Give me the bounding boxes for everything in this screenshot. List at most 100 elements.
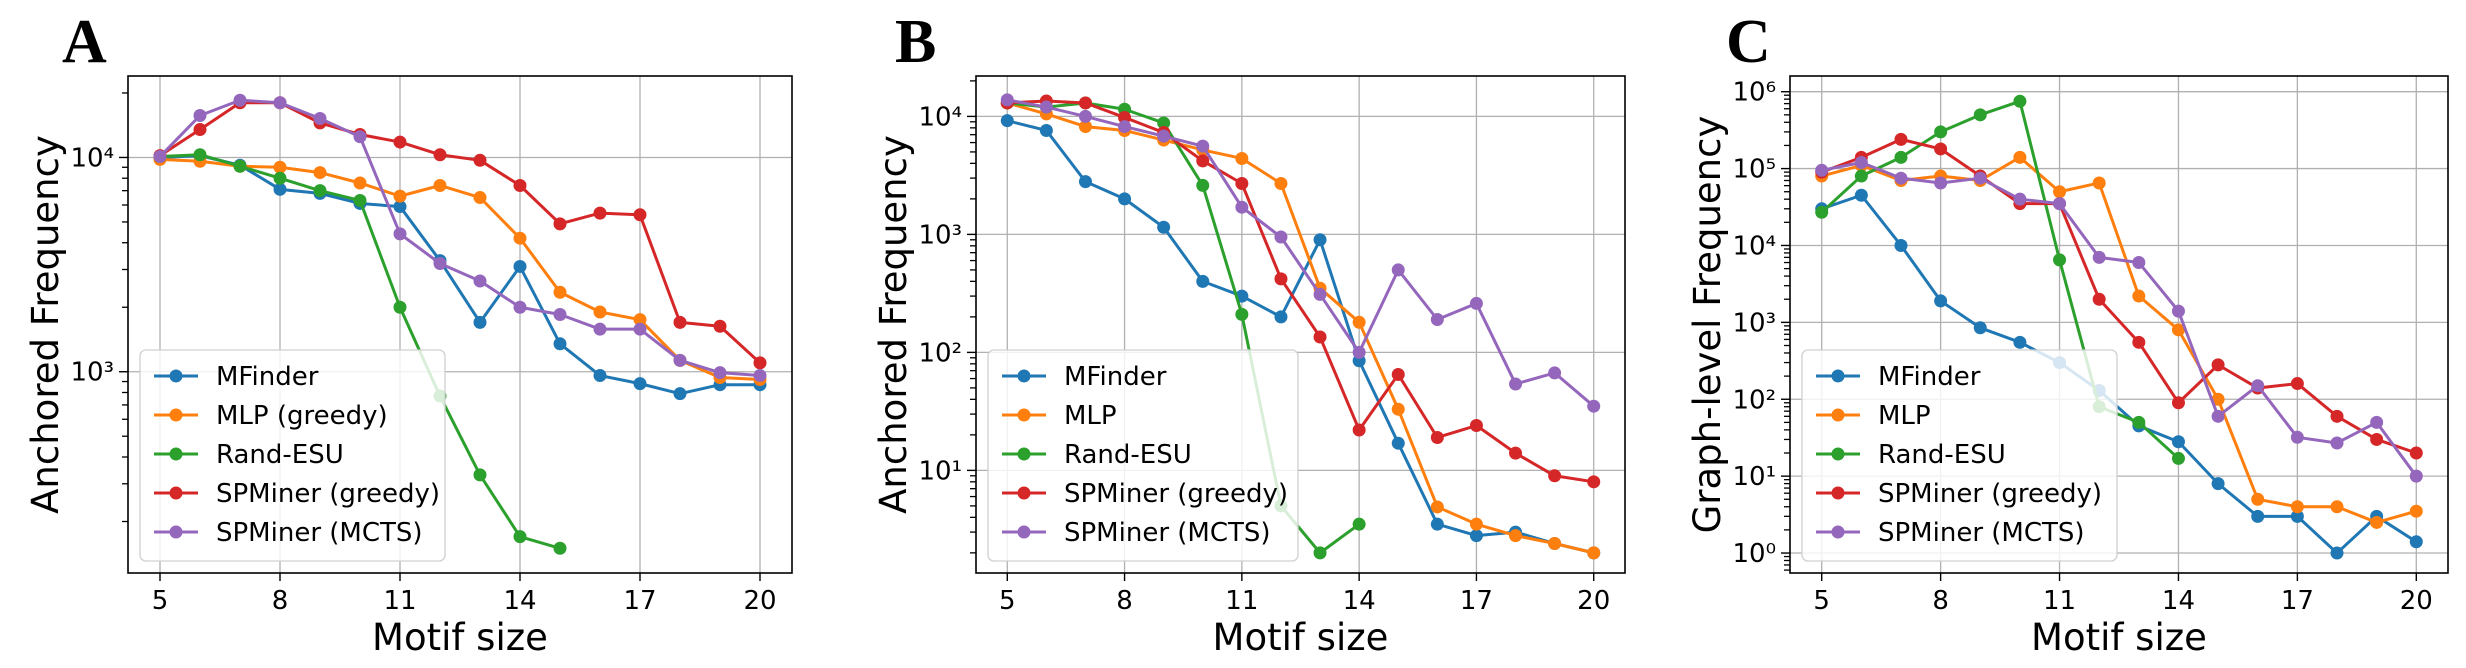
data-point	[673, 387, 687, 401]
axes-frame	[1789, 75, 2449, 574]
data-point	[1973, 171, 1987, 185]
data-point	[2171, 396, 2185, 410]
data-point	[273, 171, 287, 185]
data-point	[1854, 155, 1868, 169]
data-point	[313, 184, 327, 198]
data-point	[1157, 220, 1171, 234]
data-point	[393, 227, 407, 241]
data-point	[2330, 436, 2344, 450]
data-point	[2211, 392, 2225, 406]
data-point	[1352, 315, 1366, 329]
x-tick-label: 11	[383, 586, 416, 616]
data-point	[273, 160, 287, 174]
legend-swatch-marker	[1831, 447, 1845, 461]
chart-panel-C: C 5 8 11 14 17 20 10⁰ 10¹ 10² 10³ 10⁴ 10⁵ 10⁶ Motif si…	[1686, 8, 2449, 659]
data-point	[1509, 377, 1523, 391]
data-point	[1078, 96, 1092, 110]
data-point	[1934, 294, 1948, 308]
y-tick-label: 10²	[918, 338, 962, 368]
data-point	[2171, 451, 2185, 465]
y-tick-label: 10⁴	[1732, 231, 1776, 261]
legend-item: MFinder	[1816, 362, 1981, 392]
series-line-spminer-greedy	[159, 101, 762, 364]
data-point	[1118, 110, 1132, 124]
data-point	[2132, 415, 2146, 429]
panel-letter: B	[895, 8, 936, 76]
data-point	[2251, 379, 2265, 393]
data-point	[1430, 517, 1444, 531]
data-point	[1352, 423, 1366, 437]
data-point	[193, 123, 207, 137]
data-point	[1973, 108, 1987, 122]
x-tick-label: 20	[2400, 586, 2433, 616]
data-point	[2251, 492, 2265, 506]
series-line-spminer-mcts	[158, 98, 761, 378]
x-tick-label: 17	[2281, 586, 2314, 616]
series-line-mfinder	[159, 154, 760, 396]
data-point	[353, 176, 367, 190]
data-point	[1078, 109, 1092, 123]
y-axis-label: Anchored Frequency	[24, 135, 67, 514]
x-axis-label: Motif size	[1213, 616, 1389, 659]
y-tick-label: 10²	[1732, 385, 1776, 415]
legend-swatch-marker	[1017, 525, 1031, 539]
data-point	[1118, 120, 1132, 134]
data-point	[513, 259, 527, 273]
y-tick-label: 10¹	[1732, 462, 1776, 492]
data-point	[313, 166, 327, 180]
data-point	[1196, 178, 1210, 192]
y-tick-label: 10⁵	[1732, 155, 1776, 185]
x-tick-label: 5	[999, 586, 1016, 616]
series-line-mlp-greedy	[159, 157, 761, 381]
data-point	[473, 315, 487, 329]
x-tick-label: 17	[623, 586, 656, 616]
legend-item: SPMiner (greedy)	[1816, 479, 2102, 509]
data-point	[1235, 307, 1249, 321]
data-point	[273, 182, 287, 196]
data-point	[1854, 188, 1868, 202]
data-point	[1509, 446, 1523, 460]
data-point	[1352, 517, 1366, 531]
data-point	[2132, 289, 2146, 303]
data-point	[1815, 205, 1829, 219]
legend-label: MFinder	[216, 362, 319, 392]
y-tick-label: 10⁴	[70, 143, 114, 173]
data-point	[1469, 296, 1483, 310]
legend-label: MFinder	[1878, 362, 1981, 392]
data-point	[2013, 192, 2027, 206]
legend-box	[1801, 349, 2118, 562]
legend-item: Rand-ESU	[1002, 440, 1192, 470]
data-point	[633, 377, 647, 391]
data-point	[2132, 335, 2146, 349]
data-point	[513, 530, 527, 544]
data-point	[233, 93, 247, 107]
legend-item: MFinder	[154, 362, 319, 392]
data-point	[1039, 123, 1053, 137]
data-point	[553, 541, 567, 555]
data-point	[2171, 435, 2185, 449]
data-point	[1509, 529, 1523, 543]
x-tick-label: 11	[2043, 586, 2076, 616]
y-axis-label: Anchored Frequency	[872, 135, 915, 514]
legend-label: SPMiner (greedy)	[216, 479, 440, 509]
data-point	[1391, 402, 1405, 416]
legend-swatch-marker	[1017, 447, 1031, 461]
legend-item: Rand-ESU	[1816, 440, 2006, 470]
series-line-spminer-greedy	[1007, 99, 1594, 484]
data-point	[1587, 475, 1601, 489]
data-point	[393, 200, 407, 214]
data-point	[2053, 185, 2067, 199]
chart-panel-B: B 5 8 11 14 17 20 10¹ 10² 10³ 10⁴ Motif size Anchore…	[872, 8, 1626, 659]
data-point	[233, 159, 247, 173]
data-point	[633, 313, 647, 327]
data-point	[153, 150, 167, 164]
data-point	[1235, 151, 1249, 165]
x-tick-label: 20	[743, 586, 776, 616]
data-point	[1430, 312, 1444, 326]
legend-label: MLP (greedy)	[216, 401, 388, 431]
data-point	[1934, 176, 1948, 190]
data-point	[1313, 546, 1327, 560]
plot-area	[153, 93, 767, 555]
data-point	[553, 217, 567, 231]
x-axis-label: Motif size	[2031, 616, 2207, 659]
